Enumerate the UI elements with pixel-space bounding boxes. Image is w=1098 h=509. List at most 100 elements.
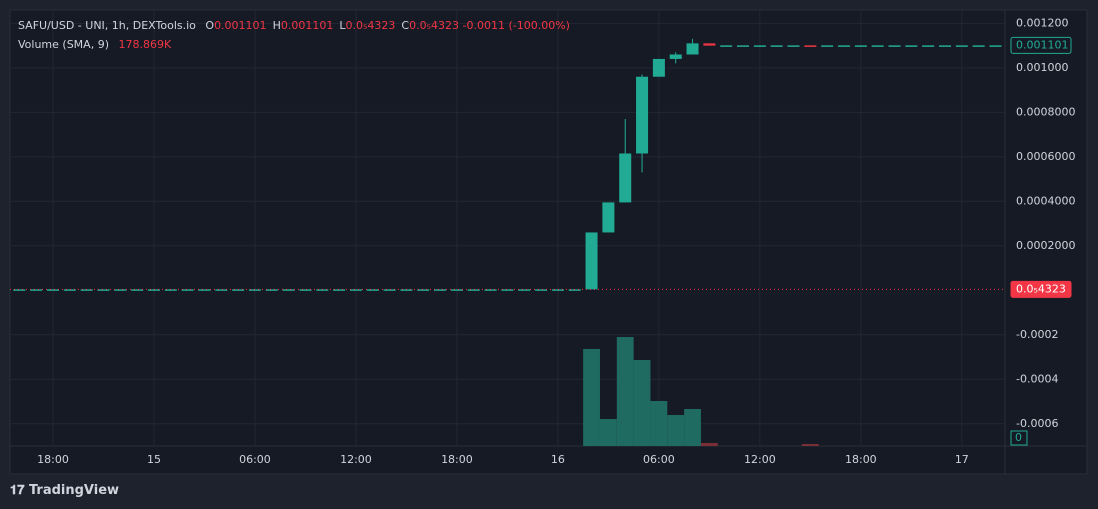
candle-body	[703, 43, 716, 46]
y-tick-label: -0.0002	[1016, 328, 1058, 341]
candle-body	[669, 54, 682, 59]
chart-panel	[9, 9, 1088, 475]
x-tick-label: 18:00	[845, 453, 877, 466]
candle-body	[198, 289, 211, 291]
candle-body	[282, 289, 295, 291]
candle-body	[80, 289, 93, 291]
candle-body	[619, 153, 632, 203]
candle-body	[147, 289, 160, 291]
candle-body	[417, 289, 430, 291]
candle-body	[316, 289, 329, 291]
y-tick-label: 0.0004000	[1016, 194, 1076, 207]
candle-body	[400, 289, 413, 291]
y-tick-label: -0.0004	[1016, 372, 1058, 385]
ohlc: O0.001101 H0.001101 L0.0₅4323 C0.0₅4323	[199, 19, 462, 32]
x-tick-label: 12:00	[340, 453, 372, 466]
legend-volume-row: Volume (SMA, 9) 178.869K	[18, 35, 570, 54]
candle-body	[97, 289, 110, 291]
ohlc-key: O	[205, 19, 215, 32]
candle-body	[248, 289, 261, 291]
candle-body	[787, 45, 800, 47]
candle-body	[450, 289, 463, 291]
candle-body	[63, 289, 76, 291]
volume-bar	[599, 419, 617, 446]
candle-body	[299, 289, 312, 291]
candle-body	[871, 45, 884, 47]
volume-value: 178.869K	[118, 38, 172, 51]
volume-label-box	[1010, 430, 1028, 446]
candle-body	[602, 202, 615, 233]
candle-body	[737, 45, 750, 47]
candle-body	[366, 289, 379, 291]
x-tick-label: 15	[147, 453, 161, 466]
candle-body	[434, 289, 447, 291]
candle-body	[13, 289, 26, 291]
candle-body	[636, 76, 649, 154]
y-tick-label: 0.0002000	[1016, 239, 1076, 252]
candle-body	[652, 58, 665, 77]
ohlc-value: 0.001101	[280, 19, 334, 32]
volume-bar	[801, 444, 819, 446]
candle-body	[47, 289, 59, 291]
y-tick-label: 0.001200	[1016, 16, 1069, 29]
candle-body	[535, 289, 548, 291]
candle-body	[972, 45, 985, 47]
price-label-box	[1010, 36, 1072, 54]
candle-body	[265, 289, 278, 291]
x-tick-label: 18:00	[441, 453, 473, 466]
candle-body	[568, 289, 581, 291]
candle-body	[501, 289, 514, 291]
volume-label: Volume (SMA, 9)	[18, 38, 109, 51]
y-tick-label: 0.001000	[1016, 61, 1069, 74]
candle-body	[989, 45, 1002, 47]
candle-body	[938, 45, 951, 47]
brand[interactable]: 𝟏𝟕 TradingView	[10, 483, 119, 498]
brand-name: TradingView	[28, 483, 120, 498]
candle-body	[215, 289, 228, 291]
candle-body	[349, 289, 362, 291]
legend-ohlc-row: SAFU/USD - UNI, 1h, DEXTools.io O 0.00110…	[18, 16, 570, 35]
candle-body	[838, 45, 851, 47]
ohlc-key: L	[339, 19, 346, 32]
candle-body	[114, 289, 127, 291]
candle-body	[383, 289, 396, 291]
x-tick-label: 16	[551, 453, 565, 466]
ohlc-key: H	[272, 19, 281, 32]
candle-body	[484, 289, 497, 291]
candle-body	[905, 45, 918, 47]
candle-body	[333, 289, 346, 291]
candle-body	[821, 45, 834, 47]
x-tick-label: 12:00	[744, 453, 776, 466]
candle-body	[753, 45, 766, 47]
x-tick-label: 18:00	[37, 453, 69, 466]
price-label: 0.0₅4323	[1016, 282, 1066, 295]
ohlc-key: C	[401, 19, 410, 32]
candle-body	[551, 289, 564, 291]
brand-logo: 𝟏𝟕	[10, 483, 29, 498]
candle-body	[922, 45, 935, 47]
y-tick-label: 0.0008000	[1016, 105, 1076, 118]
candle-body	[232, 289, 245, 291]
volume-label: 0	[1015, 431, 1022, 444]
ohlc-value: 0.0₅4323	[345, 19, 396, 32]
change: -0.0011 (-100.00%)	[462, 19, 570, 32]
candle-body	[686, 43, 699, 55]
candle-body	[518, 289, 531, 291]
candle-body	[888, 45, 901, 47]
candle-body	[467, 289, 480, 291]
volume-bar	[684, 409, 701, 446]
candle-body	[131, 289, 144, 291]
volume-bar	[633, 360, 651, 446]
candle-body	[955, 45, 968, 47]
candle-body	[181, 289, 194, 291]
candle-body	[854, 45, 867, 47]
y-tick-label: 0.0006000	[1016, 150, 1076, 163]
volume-bar	[616, 337, 634, 446]
candle-body	[30, 289, 43, 291]
volume-bar	[700, 443, 718, 446]
volume-bar	[667, 415, 685, 446]
price-label: 0.001101	[1016, 38, 1069, 51]
symbol: SAFU/USD - UNI, 1h, DEXTools.io	[18, 19, 196, 32]
